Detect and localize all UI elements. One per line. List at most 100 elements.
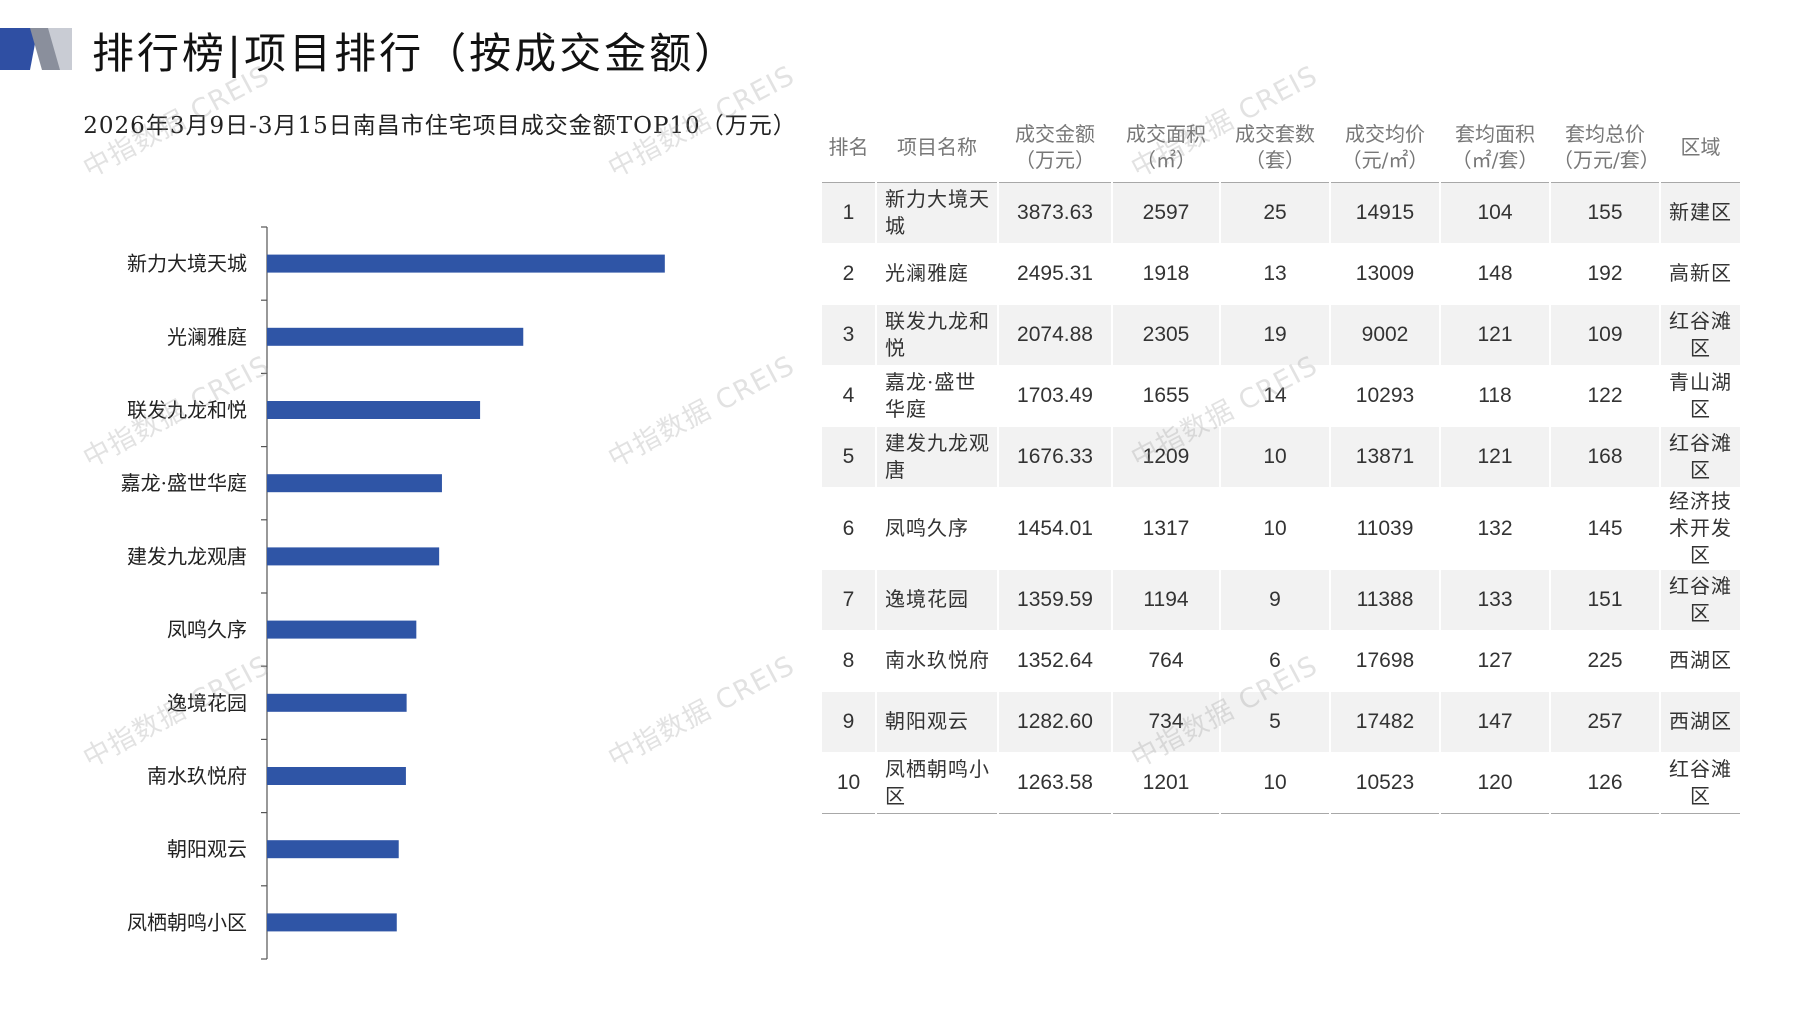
category-label: 凤鸣久序: [167, 618, 247, 642]
table-cell: 5: [1219, 691, 1330, 752]
column-header: 成交面积 （㎡）: [1111, 112, 1220, 183]
column-header-line: 区域: [1680, 134, 1721, 159]
table-row: 7 逸境花园 1359.59 1194 9 11388 133 151 红谷滩区: [822, 569, 1740, 630]
table-cell: 经济技术开发区: [1659, 487, 1740, 569]
table-cell: 西湖区: [1659, 691, 1740, 752]
table-cell: 高新区: [1659, 243, 1740, 304]
category-label: 嘉龙·盛世华庭: [121, 471, 247, 495]
column-header-line: （㎡）: [1136, 147, 1196, 172]
table-cell: 118: [1439, 365, 1550, 426]
column-header-line: 排名: [828, 134, 869, 159]
category-label: 新力大境天城: [127, 252, 247, 276]
column-header-line: （元/㎡）: [1341, 147, 1429, 172]
table-cell: 1194: [1111, 569, 1220, 630]
table-cell: 120: [1439, 752, 1550, 813]
column-header-line: 项目名称: [897, 134, 977, 159]
table-cell: 青山湖区: [1659, 365, 1740, 426]
table-cell: 11388: [1329, 569, 1440, 630]
table-cell: 1703.49: [997, 365, 1112, 426]
column-header-line: 套均总价: [1565, 121, 1645, 146]
category-label: 联发九龙和悦: [127, 398, 247, 422]
table-cell: 132: [1439, 487, 1550, 569]
table-cell: 新力大境天城: [875, 182, 998, 243]
table-cell: 9: [822, 691, 876, 752]
table-cell: 147: [1439, 691, 1550, 752]
table-cell: 10293: [1329, 365, 1440, 426]
page-title: 排行榜|项目排行（按成交金额）: [92, 29, 740, 78]
table-cell: 5: [822, 426, 876, 487]
table-row: 4 嘉龙·盛世华庭 1703.49 1655 14 10293 118 122 青山湖区: [822, 365, 1740, 426]
table-cell: 1676.33: [997, 426, 1112, 487]
table-cell: 联发九龙和悦: [875, 304, 998, 365]
table-row: 5 建发九龙观唐 1676.33 1209 10 13871 121 168 红谷滩区: [822, 426, 1740, 487]
table-row: 6 凤鸣久序 1454.01 1317 10 11039 132 145 经济技术开发区: [822, 487, 1740, 569]
table-cell: 121: [1439, 426, 1550, 487]
table-cell: 1352.64: [997, 630, 1112, 691]
category-label: 光澜雅庭: [167, 325, 247, 349]
bar-4: [267, 474, 442, 493]
table-cell: 109: [1549, 304, 1660, 365]
column-header: 套均总价 （万元/套）: [1549, 112, 1660, 183]
table-cell: 2305: [1111, 304, 1220, 365]
column-header: 区域: [1659, 112, 1740, 183]
table-cell: 南水玖悦府: [875, 630, 998, 691]
table-cell: 168: [1549, 426, 1660, 487]
table-row: 1 新力大境天城 3873.63 2597 25 14915 104 155 新建区: [822, 182, 1740, 243]
table-cell: 257: [1549, 691, 1660, 752]
table-cell: 121: [1439, 304, 1550, 365]
ranking-table: 排名 项目名称 成交金额 （万元） 成交面积 （㎡） 成交套数 （套） 成交均价 （元/㎡） 套均面…: [822, 112, 1740, 814]
table-cell: 104: [1439, 182, 1550, 243]
table-cell: 225: [1549, 630, 1660, 691]
table-cell: 3873.63: [997, 182, 1112, 243]
table-cell: 1918: [1111, 243, 1220, 304]
table-cell: 红谷滩区: [1659, 304, 1740, 365]
table-cell: 145: [1549, 487, 1660, 569]
table-cell: 8: [842, 649, 855, 672]
table-cell: 19: [1219, 304, 1330, 365]
bar-2: [267, 327, 524, 346]
table-cell: 1263.58: [997, 752, 1112, 813]
bar-1: [267, 254, 665, 273]
table-cell: 朝阳观云: [875, 691, 998, 752]
column-header: 成交均价 （元/㎡）: [1329, 112, 1440, 183]
table-cell: 9: [1219, 569, 1330, 630]
table-body: 1 新力大境天城 3873.63 2597 25 14915 104 155 新建区 2 光澜雅庭 2…: [822, 182, 1740, 813]
column-header: 项目名称: [875, 112, 998, 183]
table-cell: 3: [822, 304, 876, 365]
table-cell: 1454.01: [997, 487, 1112, 569]
table-cell: 764: [1111, 630, 1220, 691]
table-row: 8 南水玖悦府 1352.64 764 6 17698 127 225 西湖区: [822, 630, 1740, 691]
table-cell: 133: [1439, 569, 1550, 630]
table-cell: 凤鸣久序: [875, 487, 998, 569]
table-cell: 6: [1219, 630, 1330, 691]
table-cell: 红谷滩区: [1659, 752, 1740, 813]
category-label: 朝阳观云: [167, 837, 247, 861]
table-row: 3 联发九龙和悦 2074.88 2305 19 9002 121 109 红谷滩区: [822, 304, 1740, 365]
table-cell: 凤栖朝鸣小区: [875, 752, 998, 813]
table-cell: 新建区: [1659, 182, 1740, 243]
category-label: 逸境花园: [167, 691, 247, 715]
table-cell: 17698: [1329, 630, 1440, 691]
column-header-line: 成交金额: [1015, 121, 1095, 146]
chart-title: 2026年3月9日-3月15日南昌市住宅项目成交金额TOP10（万元）: [83, 113, 797, 139]
bar-9: [267, 840, 399, 859]
bar-8: [267, 767, 406, 785]
table-cell: 9002: [1329, 304, 1440, 365]
bar-7: [267, 693, 407, 712]
table-cell: 7: [822, 569, 876, 630]
table-cell: 1317: [1111, 487, 1220, 569]
table-cell: 1655: [1111, 365, 1220, 426]
table-cell: 红谷滩区: [1659, 569, 1740, 630]
bar-3: [267, 401, 481, 419]
column-header-line: 成交套数: [1235, 121, 1315, 146]
table-header-row: 排名 项目名称 成交金额 （万元） 成交面积 （㎡） 成交套数 （套） 成交均价 （元/㎡） 套均面…: [822, 112, 1740, 183]
table-cell: 127: [1439, 630, 1550, 691]
column-header: 排名: [822, 112, 876, 183]
bar-6: [267, 620, 417, 639]
table-cell: 10: [1219, 426, 1330, 487]
table-cell: 10: [1219, 752, 1330, 813]
table-cell: 逸境花园: [875, 569, 998, 630]
table-cell: 14915: [1329, 182, 1440, 243]
bar-chart: 新力大境天城光澜雅庭联发九龙和悦嘉龙·盛世华庭建发九龙观唐凤鸣久序逸境花园南水玖…: [121, 226, 665, 960]
table-cell: 2074.88: [997, 304, 1112, 365]
